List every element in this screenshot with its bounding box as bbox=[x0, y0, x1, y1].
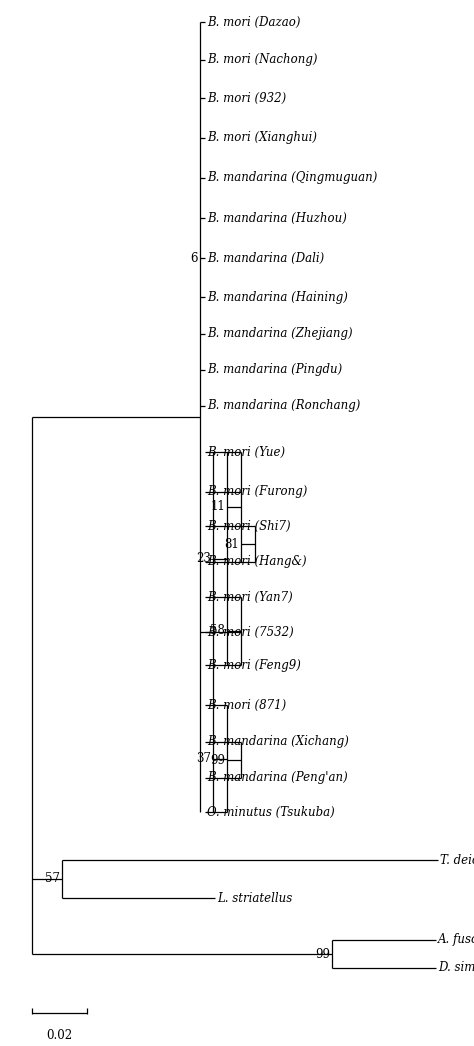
Text: B. mori (932): B. mori (932) bbox=[207, 91, 286, 105]
Text: B. mori (Feng9): B. mori (Feng9) bbox=[207, 659, 301, 672]
Text: B. mandarina (Qingmuguan): B. mandarina (Qingmuguan) bbox=[207, 172, 377, 184]
Text: B. mori (Yue): B. mori (Yue) bbox=[207, 446, 285, 458]
Text: 99: 99 bbox=[210, 753, 225, 767]
Text: B. mandarina (Xichang): B. mandarina (Xichang) bbox=[207, 735, 349, 749]
Text: B. mandarina (Haining): B. mandarina (Haining) bbox=[207, 291, 348, 303]
Text: 11: 11 bbox=[210, 500, 225, 514]
Text: B. mori (Xianghui): B. mori (Xianghui) bbox=[207, 132, 317, 144]
Text: B. mandarina (Pingdu): B. mandarina (Pingdu) bbox=[207, 364, 342, 377]
Text: B. mori (Hang&): B. mori (Hang&) bbox=[207, 555, 307, 568]
Text: B. mori (Shi7): B. mori (Shi7) bbox=[207, 520, 291, 532]
Text: 23: 23 bbox=[196, 552, 211, 565]
Text: O. minutus (Tsukuba): O. minutus (Tsukuba) bbox=[207, 805, 335, 819]
Text: B. mandarina (Peng'an): B. mandarina (Peng'an) bbox=[207, 772, 348, 784]
Text: 0.02: 0.02 bbox=[46, 1029, 73, 1042]
Text: B. mandarina (Dali): B. mandarina (Dali) bbox=[207, 251, 324, 265]
Text: L. striatellus: L. striatellus bbox=[217, 891, 292, 905]
Text: B. mandarina (Huzhou): B. mandarina (Huzhou) bbox=[207, 211, 347, 225]
Text: 99: 99 bbox=[315, 948, 330, 960]
Text: B. mori (Dazao): B. mori (Dazao) bbox=[207, 16, 301, 28]
Text: B. mori (Yan7): B. mori (Yan7) bbox=[207, 591, 293, 604]
Text: A. fuscipennis: A. fuscipennis bbox=[438, 933, 474, 947]
Text: B. mori (871): B. mori (871) bbox=[207, 699, 286, 711]
Text: 81: 81 bbox=[224, 538, 239, 550]
Text: B. mandarina (Zhejiang): B. mandarina (Zhejiang) bbox=[207, 327, 353, 341]
Text: D. simulans (Coffs harbour,: D. simulans (Coffs harbour, bbox=[438, 961, 474, 975]
Text: 58: 58 bbox=[210, 624, 225, 637]
Text: 6: 6 bbox=[191, 251, 198, 265]
Text: T. deion (TX): T. deion (TX) bbox=[440, 854, 474, 866]
Text: B. mori (7532): B. mori (7532) bbox=[207, 626, 294, 638]
Text: 57: 57 bbox=[45, 872, 60, 886]
Text: B. mori (Nachong): B. mori (Nachong) bbox=[207, 53, 318, 67]
Text: 37: 37 bbox=[196, 752, 211, 765]
Text: B. mori (Furong): B. mori (Furong) bbox=[207, 485, 307, 499]
Text: B. mandarina (Ronchang): B. mandarina (Ronchang) bbox=[207, 400, 360, 412]
